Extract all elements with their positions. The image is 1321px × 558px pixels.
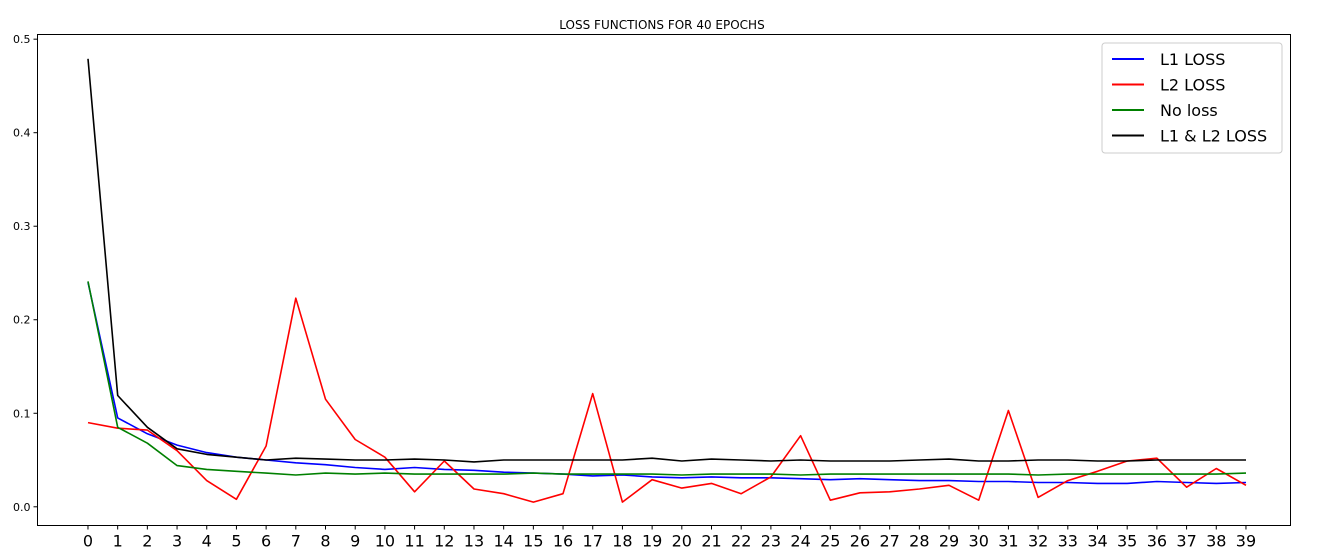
x-tick-label: 9 [350,532,360,551]
x-tick-label: 29 [939,532,959,551]
legend-label: L2 LOSS [1160,76,1225,95]
x-tick-label: 24 [790,532,810,551]
x-tick-label: 15 [523,532,543,551]
y-tick-label: 0.5 [13,33,31,46]
x-tick-label: 13 [464,532,484,551]
series-line-0 [87,282,1247,485]
x-tick-label: 20 [672,532,692,551]
x-tick-label: 33 [1058,532,1078,551]
x-tick-label: 26 [850,532,870,551]
series-line-1 [87,297,1247,503]
x-tick-label: 21 [701,532,721,551]
x-tick-label: 28 [909,532,929,551]
x-tick-label: 23 [761,532,781,551]
plot-frame [37,34,1291,526]
x-tick-label: 22 [731,532,751,551]
x-tick-label: 18 [612,532,632,551]
x-tick-label: 30 [969,532,989,551]
x-tick-label: 35 [1117,532,1137,551]
x-tick-label: 17 [583,532,603,551]
x-tick-label: 16 [553,532,573,551]
legend: L1 LOSS L2 LOSS No loss L1 & L2 LOSS [1101,42,1283,154]
x-tick-label: 5 [231,532,241,551]
x-tick-label: 4 [202,532,212,551]
x-tick-label: 36 [1147,532,1167,551]
y-tick-label: 0.1 [13,407,31,420]
x-tick-label: 38 [1206,532,1226,551]
series-line-3 [87,58,1246,463]
legend-label: No loss [1160,101,1218,120]
legend-label: L1 & L2 LOSS [1160,127,1267,146]
x-tick-label: 14 [493,532,513,551]
x-tick-label: 0 [83,532,93,551]
x-tick-label: 37 [1176,532,1196,551]
x-tick-label: 11 [404,532,424,551]
y-tick-label: 0.4 [13,127,31,140]
x-tick-label: 1 [113,532,123,551]
x-axis: 0 1 2 3 4 5 6 7 8 9 10 11 12 13 14 15 16 17 18 19 20 21 22 23 24… [83,525,1256,551]
chart-title: LOSS FUNCTIONS FOR 40 EPOCHS [559,18,764,32]
x-tick-label: 39 [1236,532,1256,551]
y-axis: 0.0 0.1 0.2 0.3 0.4 0.5 [13,33,38,514]
x-tick-label: 8 [320,532,330,551]
x-tick-label: 2 [142,532,152,551]
x-tick-label: 31 [998,532,1018,551]
x-tick-label: 32 [1028,532,1048,551]
legend-label: L1 LOSS [1160,50,1225,69]
x-tick-label: 12 [434,532,454,551]
legend-box [1101,42,1283,154]
x-tick-label: 25 [820,532,840,551]
y-tick-label: 0.3 [13,220,31,233]
x-tick-label: 34 [1087,532,1107,551]
x-tick-label: 10 [375,532,395,551]
x-tick-label: 19 [642,532,662,551]
x-tick-label: 3 [172,532,182,551]
y-tick-label: 0.0 [13,501,31,514]
x-tick-label: 7 [291,532,301,551]
series-layer [87,58,1247,503]
x-tick-label: 6 [261,532,271,551]
y-tick-label: 0.2 [13,314,31,327]
series-line-2 [87,281,1247,476]
x-tick-label: 27 [879,532,899,551]
